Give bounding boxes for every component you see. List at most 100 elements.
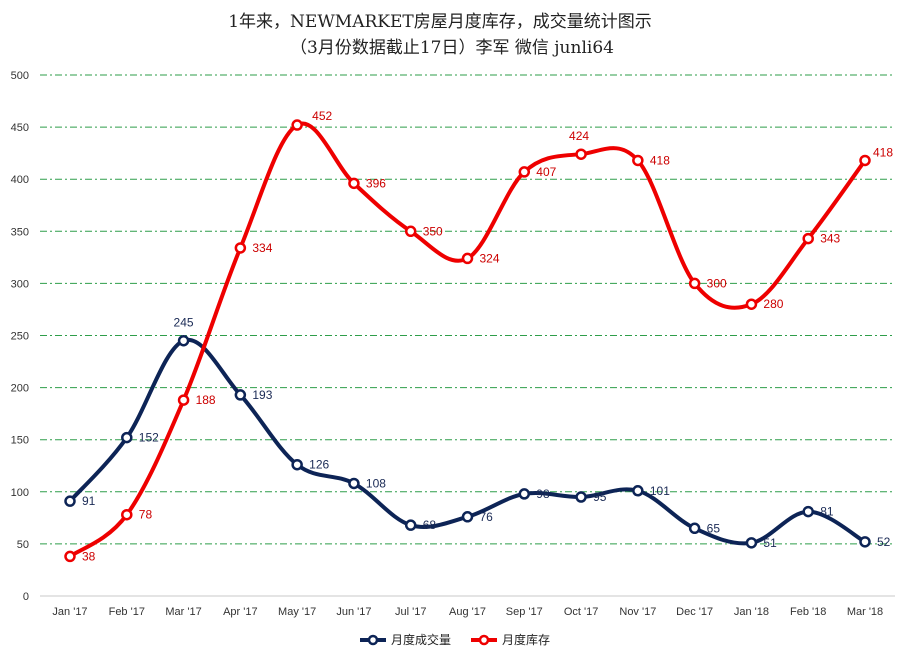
data-point[interactable] [688,522,701,535]
data-point[interactable] [291,458,303,471]
x-tick-label: Jan '18 [734,606,769,618]
y-tick-label: 200 [11,383,29,395]
data-label: 101 [650,484,670,498]
data-label: 424 [569,129,589,143]
data-point[interactable] [121,508,133,521]
data-point[interactable] [859,154,871,167]
data-label: 38 [82,549,96,563]
y-axis: 0 50 100 150 200 250 300 350 400 450 500 [11,70,29,603]
data-point[interactable] [64,495,76,507]
data-label: 418 [650,153,670,167]
data-label: 95 [593,490,607,504]
data-label: 108 [366,476,386,490]
data-label: 193 [252,388,272,402]
data-label: 81 [820,505,834,519]
legend-marker [367,634,379,646]
data-label: 78 [139,508,153,522]
data-label: 396 [366,176,386,190]
data-label: 245 [174,316,194,330]
data-point[interactable] [632,485,644,497]
legend-marker [478,634,490,646]
x-tick-label: Apr '17 [223,606,258,618]
data-point[interactable] [404,225,417,238]
data-label: 91 [82,494,96,508]
y-tick-label: 100 [11,487,29,499]
data-point[interactable] [632,154,644,167]
data-point[interactable] [234,389,247,401]
y-tick-label: 400 [11,174,29,186]
data-point[interactable] [461,511,474,523]
data-point[interactable] [348,477,360,490]
data-label: 334 [252,241,272,255]
data-label: 68 [423,518,437,532]
x-tick-label: Jan '17 [52,606,87,618]
data-point[interactable] [177,334,190,347]
data-label: 126 [309,458,329,472]
y-tick-label: 250 [11,331,29,343]
data-point[interactable] [688,277,701,290]
legend-label: 月度库存 [502,632,550,647]
y-tick-label: 450 [11,122,29,134]
x-tick-label: Dec '17 [676,606,713,618]
x-tick-label: Mar '18 [847,606,883,618]
y-tick-label: 500 [11,70,29,82]
y-tick-label: 350 [11,226,29,238]
data-point[interactable] [461,252,474,265]
y-tick-label: 50 [17,539,29,551]
legend-item-1[interactable]: 月度库存 [471,632,550,647]
x-tick-label: Jul '17 [395,606,426,618]
data-point[interactable] [518,166,531,178]
data-point[interactable] [348,177,360,190]
data-point[interactable] [177,394,190,406]
x-tick-label: Oct '17 [564,606,599,618]
x-axis: Jan '17 Feb '17 Mar '17 Apr '17 May '17 Jun '… [52,606,883,618]
data-label: 51 [763,536,777,550]
x-tick-label: Jun '17 [336,606,371,618]
data-label: 300 [707,276,727,290]
y-tick-label: 0 [23,591,29,603]
legend-item-0[interactable]: 月度成交量 [360,632,451,647]
data-label: 343 [820,232,840,246]
data-label: 65 [707,521,721,535]
x-tick-label: Mar '17 [165,606,201,618]
x-tick-label: Nov '17 [619,606,656,618]
data-label: 418 [873,145,893,159]
x-tick-label: Feb '17 [109,606,145,618]
data-point[interactable] [518,488,531,500]
legend[interactable]: 月度成交量 月度库存 [360,632,550,647]
data-point[interactable] [859,536,871,548]
chart-subtitle: （3月份数据截止17日）李军 微信 junli64 [290,38,614,58]
data-point[interactable] [745,298,758,310]
x-tick-label: Aug '17 [449,606,486,618]
data-point[interactable] [404,519,417,531]
x-tick-label: Feb '18 [790,606,826,618]
legend-label: 月度成交量 [391,632,451,647]
data-label: 407 [536,165,556,179]
data-label: 324 [480,251,500,265]
y-tick-label: 300 [11,278,29,290]
data-label: 98 [536,487,550,501]
data-point[interactable] [64,550,76,563]
series-line-1 [68,121,867,559]
data-label: 76 [480,510,494,524]
data-point[interactable] [121,431,133,444]
series-layer: 91 152 245 193 126 108 68 76 98 95 101 65 51 81 52 38 78… [64,109,893,563]
data-label: 152 [139,431,159,445]
data-point[interactable] [575,491,587,503]
data-point[interactable] [745,537,758,549]
data-label: 350 [423,224,443,238]
data-label: 188 [196,393,216,407]
gridlines [40,74,895,597]
y-tick-label: 150 [11,435,29,447]
x-tick-label: May '17 [278,606,316,618]
data-point[interactable] [234,242,247,254]
data-point[interactable] [802,505,814,518]
data-label: 280 [763,297,783,311]
data-point[interactable] [575,148,587,160]
data-label: 452 [312,109,332,123]
chart-title: 1年来，NEWMARKET房屋月度库存，成交量统计图示 [228,12,652,32]
data-point[interactable] [802,232,814,245]
x-tick-label: Sep '17 [506,606,543,618]
data-point[interactable] [291,119,303,131]
